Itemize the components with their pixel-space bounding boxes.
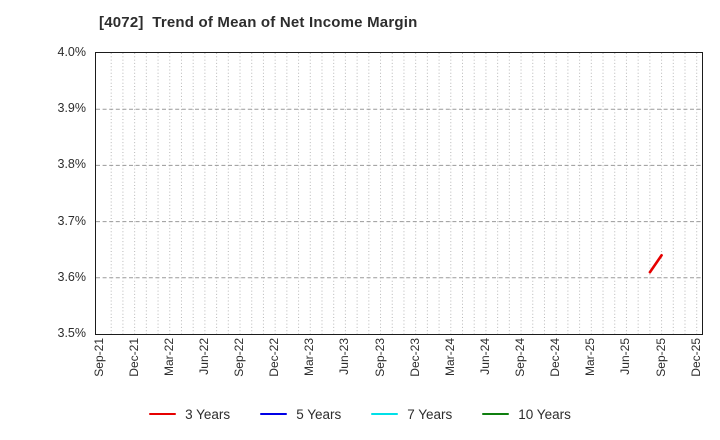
x-axis-tick-label: Mar-23: [302, 338, 317, 377]
y-axis-tick-label: 3.7%: [57, 213, 87, 228]
y-axis-tick-label: 3.6%: [57, 269, 87, 284]
x-axis-tick-label: Jun-22: [196, 338, 211, 375]
x-axis-tick-label: Mar-22: [161, 338, 176, 377]
x-axis-tick-label: Mar-25: [583, 338, 598, 377]
legend-item-3-years: 3 Years: [149, 407, 230, 422]
x-axis-tick-label: Jun-23: [337, 338, 352, 375]
legend-line-icon-7-years: [371, 412, 399, 416]
plot-canvas: [96, 53, 702, 334]
legend-label: 5 Years: [296, 406, 342, 422]
x-axis-tick-label: Jun-24: [477, 338, 492, 375]
legend-label: 3 Years: [185, 406, 231, 422]
legend-line-icon-10-years: [482, 412, 510, 416]
x-axis-tick-label: Sep-24: [513, 338, 528, 377]
legend-line-icon-3-years: [149, 412, 177, 416]
x-axis-tick-label: Sep-22: [232, 338, 247, 377]
x-axis-tick-label: Jun-25: [618, 338, 633, 375]
series-line-3-years: [648, 254, 663, 274]
x-axis-tick-label: Dec-23: [407, 338, 422, 377]
legend-label: 7 Years: [407, 406, 453, 422]
y-axis-tick-label: 3.9%: [57, 101, 87, 116]
legend-item-7-years: 7 Years: [371, 407, 452, 422]
legend-item-10-years: 10 Years: [482, 407, 571, 422]
y-axis-tick-label: 3.8%: [57, 157, 87, 172]
x-axis-tick-label: Dec-24: [548, 338, 563, 377]
plot-area: [95, 52, 703, 335]
legend-line-icon-5-years: [260, 412, 288, 416]
x-axis-tick-label: Mar-24: [442, 338, 457, 377]
legend: 3 Years 5 Years 7 Years 10 Years: [0, 402, 720, 426]
legend-label: 10 Years: [518, 406, 571, 422]
x-axis-tick-label: Sep-21: [91, 338, 106, 377]
chart-title: [4072] Trend of Mean of Net Income Margi…: [99, 14, 418, 31]
y-axis-tick-label: 3.5%: [57, 326, 87, 340]
legend-item-5-years: 5 Years: [260, 407, 341, 422]
y-axis-tick-label: 4.0%: [57, 45, 87, 59]
x-axis-tick-label: Dec-21: [126, 338, 141, 377]
x-axis-tick-label: Sep-23: [372, 338, 387, 377]
x-axis-tick-label: Sep-25: [653, 338, 668, 377]
x-axis-tick-label: Dec-25: [688, 338, 703, 377]
x-axis-tick-label: Dec-22: [267, 338, 282, 377]
